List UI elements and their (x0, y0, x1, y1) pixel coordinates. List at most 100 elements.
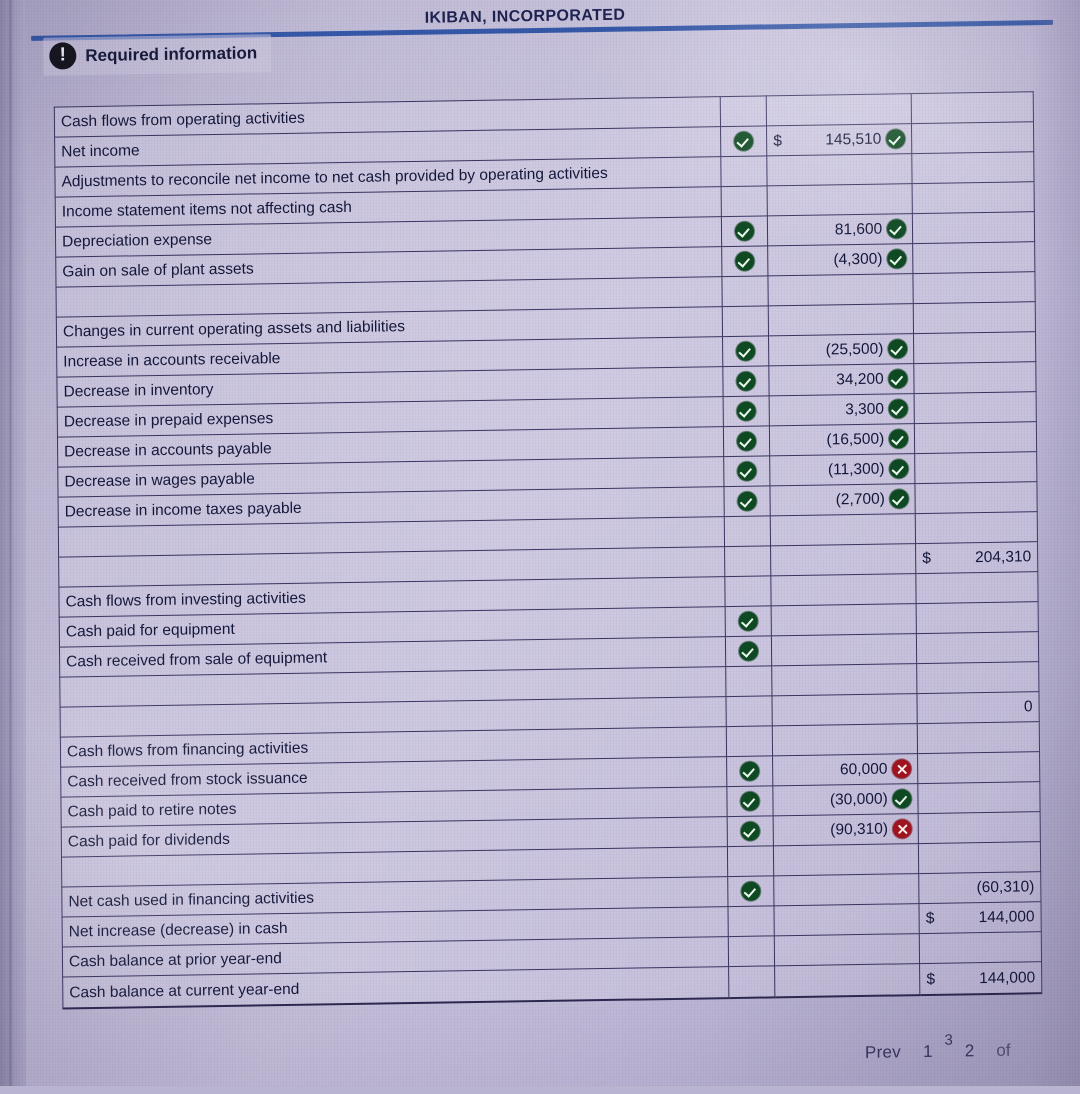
check-icon (892, 789, 912, 809)
row-total[interactable] (916, 601, 1039, 634)
pagination: Prev 1 3 2 of (864, 1032, 1011, 1063)
row-total[interactable] (912, 241, 1035, 274)
row-correct-icon (724, 605, 772, 637)
row-amount[interactable]: 3,300 (769, 393, 915, 426)
row-amount[interactable] (768, 273, 914, 306)
row-amount[interactable]: (2,700) (770, 483, 916, 516)
row-correct-icon (722, 365, 770, 397)
row-amount[interactable] (766, 153, 913, 186)
row-total[interactable] (916, 571, 1039, 604)
row-total[interactable] (916, 661, 1039, 694)
row-amount[interactable] (774, 933, 920, 966)
row-amount[interactable] (771, 633, 917, 666)
amount-value: 34,200 (836, 370, 884, 389)
row-amount[interactable]: (11,300) (769, 453, 916, 486)
row-total[interactable] (913, 301, 1036, 334)
row-amount[interactable] (773, 843, 919, 876)
row-amount[interactable]: (25,500) (768, 333, 915, 366)
row-amount[interactable]: 81,600 (767, 213, 913, 246)
row-total[interactable] (918, 781, 1041, 814)
row-total[interactable] (919, 931, 1042, 964)
total-wrapper (920, 332, 1029, 363)
total-wrapper (923, 662, 1032, 693)
row-correct-icon (723, 455, 771, 487)
row-total[interactable] (914, 451, 1037, 484)
total-wrapper (925, 812, 1034, 843)
row-total[interactable] (913, 271, 1036, 304)
amount-wrapper (780, 844, 912, 875)
amount-wrapper (778, 664, 910, 695)
row-total[interactable] (918, 811, 1041, 844)
row-total[interactable] (914, 391, 1037, 424)
row-mark-cell (720, 155, 768, 187)
total-wrapper (925, 782, 1034, 813)
total-value (923, 587, 1032, 589)
row-amount[interactable] (770, 573, 917, 606)
row-correct-icon (726, 815, 774, 847)
row-amount[interactable] (770, 513, 916, 546)
row-total[interactable] (913, 331, 1036, 364)
row-total[interactable] (912, 151, 1035, 184)
check-icon (737, 461, 757, 481)
check-icon (733, 131, 754, 151)
row-total[interactable] (915, 481, 1038, 514)
row-total[interactable] (912, 181, 1035, 214)
total-value (922, 467, 1031, 469)
row-total[interactable]: (60,310) (918, 871, 1041, 904)
total-wrapper (918, 92, 1027, 123)
total-wrapper (919, 152, 1028, 183)
check-icon (888, 399, 909, 419)
page-2-button[interactable]: 2 (964, 1041, 975, 1061)
amount-wrapper (778, 634, 910, 665)
row-amount[interactable] (770, 543, 917, 576)
row-total[interactable]: $144,000 (919, 961, 1042, 996)
row-total[interactable]: 0 (917, 691, 1040, 724)
row-total[interactable] (915, 511, 1038, 544)
row-total[interactable]: $144,000 (919, 901, 1042, 934)
row-correct-icon (721, 245, 769, 277)
prev-button[interactable]: Prev (864, 1042, 902, 1062)
check-icon (740, 791, 760, 811)
row-total[interactable] (918, 841, 1041, 874)
row-total[interactable] (914, 361, 1037, 394)
amount-wrapper (775, 304, 907, 335)
amount-wrapper (781, 934, 913, 965)
row-total[interactable] (914, 421, 1037, 454)
row-amount[interactable] (771, 663, 918, 696)
total-wrapper (919, 212, 1028, 243)
row-total[interactable] (911, 121, 1034, 154)
row-amount[interactable]: (4,300) (767, 243, 914, 276)
row-total[interactable] (917, 721, 1040, 754)
page-1-button[interactable]: 1 (922, 1041, 933, 1062)
total-value (923, 617, 1032, 619)
check-icon (888, 369, 908, 389)
row-amount[interactable]: (90,310) (773, 813, 919, 846)
row-amount[interactable] (768, 303, 914, 336)
row-amount[interactable] (772, 693, 918, 726)
row-amount[interactable] (774, 963, 921, 998)
row-amount[interactable]: $145,510 (766, 123, 913, 156)
amount-wrapper: (25,500) (775, 334, 908, 365)
row-total[interactable]: $204,310 (915, 541, 1038, 574)
check-icon (734, 221, 754, 241)
row-amount[interactable]: 60,000 (772, 753, 919, 786)
row-total[interactable] (916, 631, 1039, 664)
total-wrapper (921, 362, 1030, 393)
check-icon (741, 881, 761, 901)
amount-wrapper (778, 604, 910, 635)
row-amount[interactable]: (30,000) (773, 783, 919, 816)
row-total[interactable] (917, 751, 1040, 784)
row-amount[interactable] (774, 903, 920, 936)
check-icon (736, 401, 756, 421)
row-amount[interactable] (766, 93, 912, 126)
row-total[interactable] (912, 211, 1035, 244)
row-amount[interactable] (772, 723, 918, 756)
row-total[interactable] (911, 91, 1034, 124)
row-mark-cell (724, 545, 771, 577)
total-wrapper: $144,000 (926, 962, 1035, 994)
row-amount[interactable] (773, 873, 920, 906)
row-amount[interactable]: (16,500) (769, 423, 915, 456)
row-amount[interactable] (771, 603, 917, 636)
row-amount[interactable]: 34,200 (768, 363, 915, 396)
row-amount[interactable] (767, 183, 913, 216)
